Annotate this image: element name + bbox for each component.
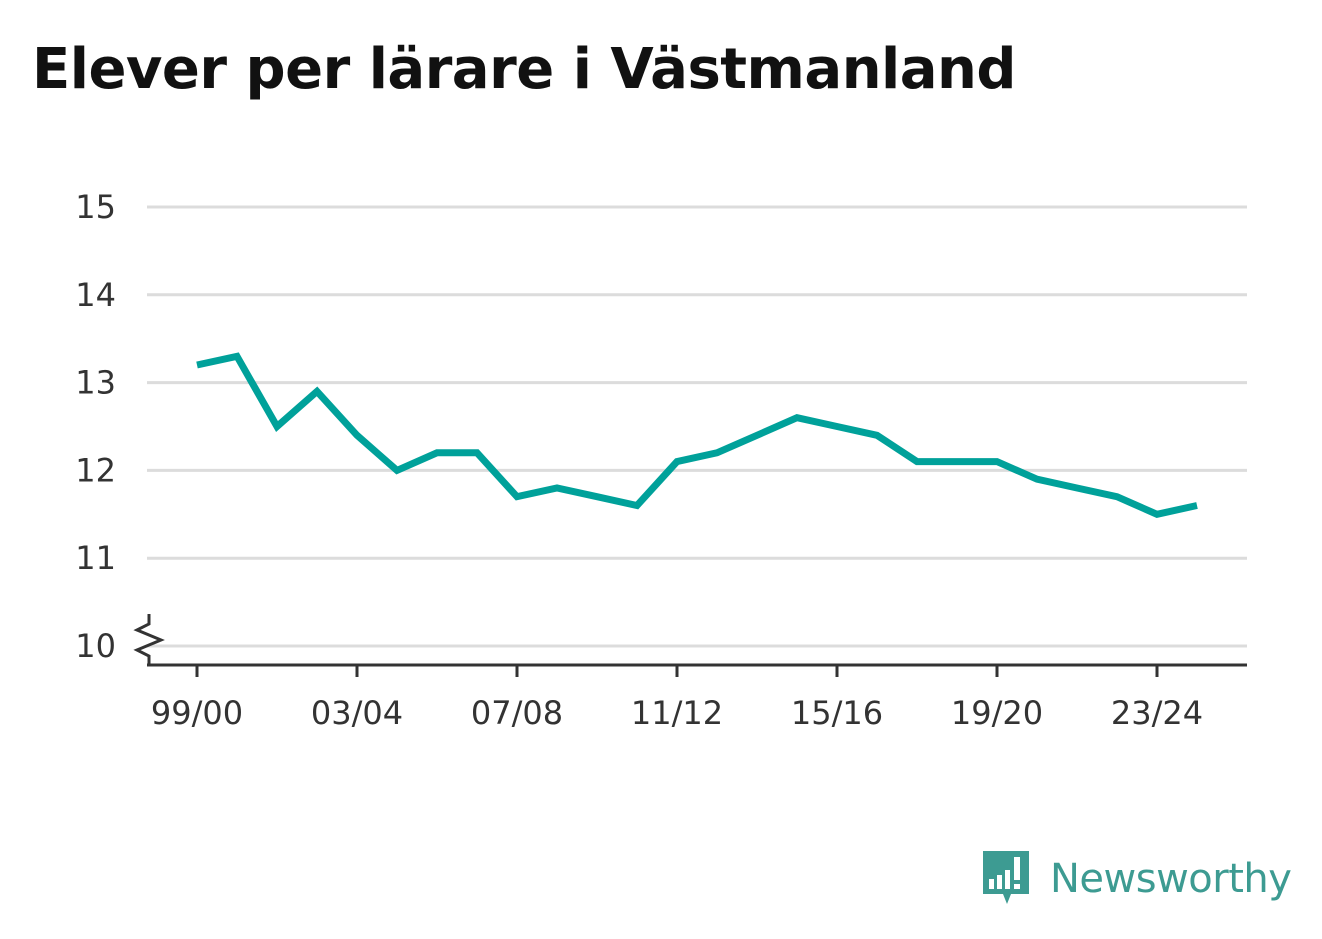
x-tick-label: 11/12 [631, 694, 723, 732]
gridlines [147, 205, 1247, 648]
chart-title: Elever per lärare i Västmanland [32, 37, 1017, 102]
x-tick-label: 99/00 [151, 694, 243, 732]
y-tick-label: 12 [75, 451, 116, 489]
y-tick-label: 10 [75, 627, 116, 665]
axis-break-marker [133, 614, 165, 665]
x-tick-label: 23/24 [1111, 694, 1203, 732]
y-tick-label: 11 [75, 539, 116, 577]
y-tick-label: 14 [75, 276, 116, 314]
x-tick-label: 19/20 [951, 694, 1043, 732]
series-line [196, 352, 1198, 518]
x-tick-label: 03/04 [311, 694, 403, 732]
brand-logo: Newsworthy [980, 848, 1292, 910]
series-group [196, 352, 1198, 518]
x-tick-label: 07/08 [471, 694, 563, 732]
x-axis: 99/00 03/04 07/08 11/12 15/16 19/20 23/24 [133, 614, 1247, 732]
x-tick-label: 15/16 [791, 694, 883, 732]
brand-name: Newsworthy [1050, 856, 1292, 902]
newsworthy-logo-icon [983, 851, 1029, 904]
line-chart: 10 11 12 13 14 15 99/00 03/04 07/08 11/12 15/16 19… [75, 188, 1247, 732]
y-tick-label: 15 [75, 188, 116, 226]
y-axis-ticks: 10 11 12 13 14 15 [75, 188, 116, 665]
y-tick-label: 13 [75, 364, 116, 402]
